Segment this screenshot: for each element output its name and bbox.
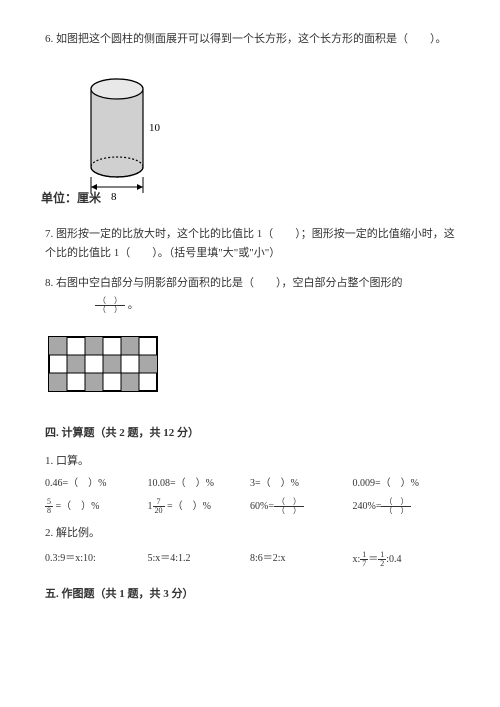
grid-svg [45,331,169,401]
section-5-heading: 五. 作图题（共 1 题，共 3 分） [45,586,455,604]
q8-text: 8. 右图中空白部分与阴影部分面积的比是（ ），空白部分占整个图形的 [45,274,455,293]
q6-figure: 10 8 单位：厘米 [45,65,455,209]
q7-text: 7. 图形按一定的比放大时，这个比的比值比 1（ ）；图形按一定的比值缩小时，这… [45,225,455,262]
question-7: 7. 图形按一定的比放大时，这个比的比值比 1（ ）；图形按一定的比值缩小时，这… [45,225,455,262]
calc2-label: 2. 解比例。 [45,525,455,543]
calc1-label: 1. 口算。 [45,453,455,471]
section-4-heading: 四. 计算题（共 2 题，共 12 分） [45,425,455,443]
diameter-label: 8 [111,191,117,203]
q6-text: 6. 如图把这个圆柱的侧面展开可以得到一个长方形，这个长方形的面积是（ ）。 [45,30,455,49]
calc1-row1: 0.46=（ ）% 10.08=（ ）% 3=（ ）% 0.009=（ ）% [45,476,455,492]
calc2-row: 0.3:9＝x:10: 5:x＝4:1.2 8:6＝2:x x:17＝12:0.… [45,551,455,568]
calc-q2: 2. 解比例。 0.3:9＝x:10: 5:x＝4:1.2 8:6＝2:x x:… [45,525,455,568]
unit-label: 单位：厘米 [41,191,101,205]
question-8: 8. 右图中空白部分与阴影部分面积的比是（ ），空白部分占整个图形的 （ ）（ … [45,274,455,407]
q8-blank-fraction: （ ）（ ） 。 [95,297,455,315]
q8-grid [45,331,455,408]
calc-q1: 1. 口算。 0.46=（ ）% 10.08=（ ）% 3=（ ）% 0.009… [45,453,455,516]
question-6: 6. 如图把这个圆柱的侧面展开可以得到一个长方形，这个长方形的面积是（ ）。 1… [45,30,455,209]
height-label: 10 [149,122,161,134]
calc1-row2: 58 =（ ）% 1720 =（ ）% 60%=（ ）（ ） 240%=（ ）（… [45,498,455,515]
